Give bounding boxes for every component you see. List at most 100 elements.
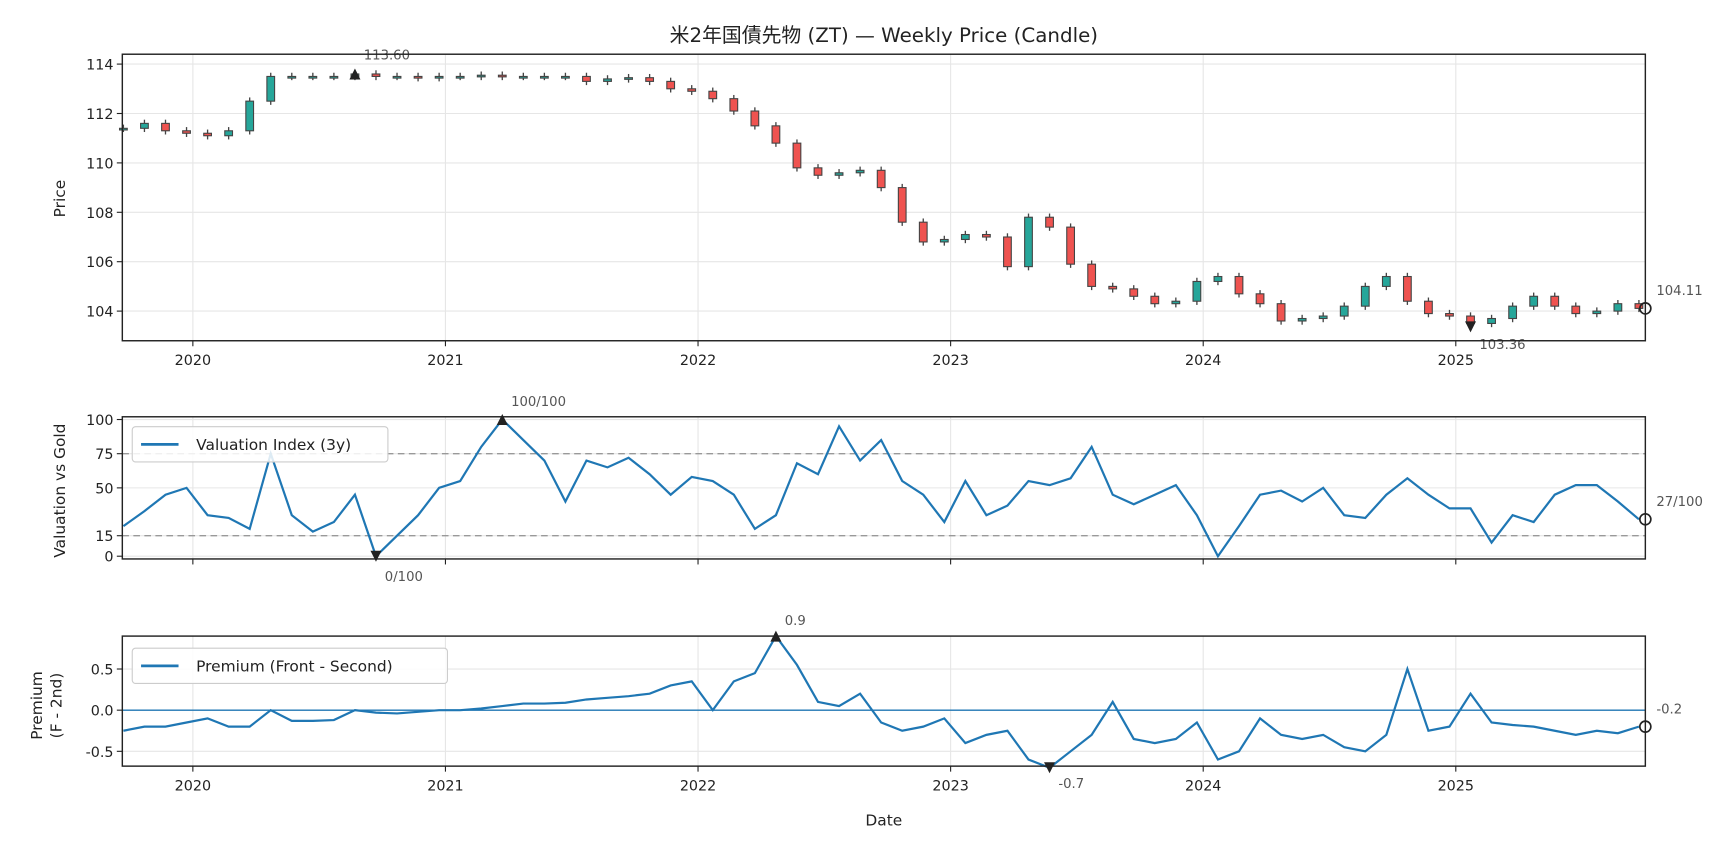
max-label: 113.60: [364, 49, 410, 64]
y-tick-label: 114: [86, 58, 113, 74]
candle-body: [224, 130, 234, 137]
candle-body: [1150, 295, 1160, 305]
max-label: 100/100: [511, 395, 566, 410]
candle-body: [455, 75, 465, 79]
x-axis-label: Date: [865, 812, 902, 830]
x-tick-label: 2024: [1185, 353, 1221, 369]
min-marker: [1465, 321, 1477, 333]
candle-body: [939, 238, 949, 243]
candle-body: [960, 233, 970, 241]
valuation-panel: 0 15 50 75 100 100/100 0/100 27/100: [86, 395, 1703, 585]
candle-body: [1634, 303, 1644, 309]
y-tick-label: 100: [86, 413, 113, 429]
candle-body: [497, 74, 507, 78]
max-label: 0.9: [785, 614, 806, 629]
y-tick-label: 0.5: [91, 663, 114, 679]
candle-body: [582, 75, 591, 82]
price-panel: 2020 2021 2022 2023 2024 2025 104 106 108 110 112 1…: [86, 49, 1702, 369]
candle-body: [1402, 275, 1412, 302]
candle-body: [308, 75, 318, 79]
candle-body: [1255, 293, 1265, 305]
candle-body: [518, 75, 528, 79]
candle-body: [1550, 295, 1560, 307]
candle-body: [392, 75, 402, 79]
min-label: -0.7: [1058, 777, 1084, 792]
candle-body: [539, 75, 549, 79]
candle-body: [1592, 310, 1602, 315]
candle-body: [708, 90, 718, 100]
x-tick-label: 2022: [680, 778, 716, 794]
x-tick-label: 2025: [1438, 353, 1474, 369]
valuation-legend: Valuation Index (3y): [131, 426, 389, 463]
y-tick-label: 104: [86, 305, 113, 321]
candle-body: [729, 98, 739, 112]
candle-body: [771, 125, 781, 144]
y-tick-label: 50: [95, 481, 113, 497]
candle-body: [434, 75, 444, 79]
candle-body: [1487, 317, 1496, 325]
candle-body: [813, 167, 823, 176]
candle-body: [1276, 303, 1286, 322]
candle-body: [1424, 300, 1433, 315]
y-tick-label: 15: [95, 529, 113, 545]
series-line: [123, 634, 1640, 770]
candle-body: [750, 110, 760, 127]
candle-body: [1445, 313, 1454, 317]
candle-body: [981, 233, 991, 238]
candle-body: [1571, 305, 1581, 315]
candle-body: [1066, 226, 1076, 265]
min-label: 103.36: [1479, 338, 1525, 353]
candle-body: [1129, 288, 1139, 297]
candle-body: [1171, 300, 1181, 305]
last-label: 27/100: [1656, 495, 1703, 510]
candle-body: [687, 88, 697, 92]
candle-body: [1318, 315, 1328, 320]
premium-panel: 2020 2021 2022 2023 2024 2025 -0.5 0.0 0.5 0.9 -0.…: [86, 614, 1683, 794]
premium-ylabel-line1: Premium: [28, 671, 46, 740]
chart-title: 米2年国債先物 (ZT) — Weekly Price (Candle): [670, 24, 1098, 47]
candle-body: [161, 122, 170, 132]
candle-body: [1192, 280, 1202, 302]
premium-ylabel-line2: (F - 2nd): [48, 673, 66, 739]
candle-body: [1024, 216, 1033, 268]
candle-body: [1087, 263, 1097, 287]
candle-body: [245, 100, 255, 132]
y-tick-label: 110: [86, 156, 113, 172]
candle-body: [140, 122, 149, 129]
candle-body: [1108, 285, 1118, 290]
premium-legend: Premium (Front - Second): [131, 647, 448, 685]
min-label: 0/100: [385, 570, 423, 585]
candle-body: [666, 80, 676, 90]
candle-body: [476, 74, 486, 78]
candle-body: [792, 142, 802, 169]
y-tick-label: 106: [86, 255, 113, 271]
candle-body: [266, 75, 276, 102]
candle-body: [118, 127, 128, 131]
min-marker: [370, 550, 382, 562]
candle-body: [918, 221, 928, 243]
candle-body: [876, 169, 886, 189]
candle-body: [287, 75, 297, 79]
candle-body: [645, 77, 655, 82]
candle-body: [1529, 295, 1539, 307]
x-tick-label: 2020: [175, 353, 211, 369]
axes-frame: [121, 53, 1647, 342]
last-label: 104.11: [1656, 284, 1702, 299]
x-tick-label: 2024: [1185, 778, 1221, 794]
candle-body: [1297, 317, 1307, 322]
min-marker: [1044, 762, 1056, 774]
max-marker: [496, 414, 508, 426]
valuation-legend-label: Valuation Index (3y): [196, 436, 351, 454]
axes-frame: [121, 416, 1647, 560]
candle-body: [1213, 275, 1223, 283]
y-tick-label: 112: [86, 107, 113, 123]
x-tick-label: 2023: [932, 353, 968, 369]
x-tick-label: 2020: [175, 778, 211, 794]
candle-body: [624, 77, 633, 80]
candle-body: [603, 78, 612, 82]
candle-body: [182, 130, 191, 134]
candle-body: [561, 75, 570, 79]
x-tick-label: 2022: [680, 353, 716, 369]
candle-body: [1613, 303, 1623, 312]
